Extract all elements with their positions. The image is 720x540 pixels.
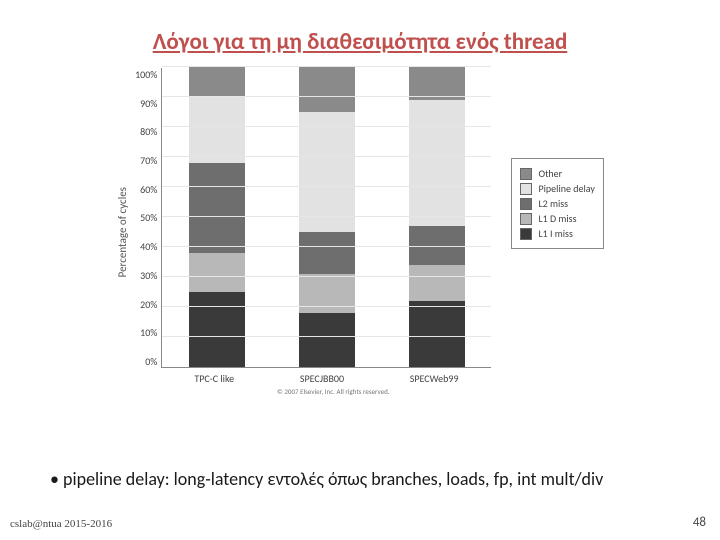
plot-row: 100% 90% 80% 70% 60% 50% 40% 30% 20% 10%… [135,68,491,368]
footer-left: cslab@ntua 2015-2016 [10,518,112,530]
y-axis-label: Percentage of cycles [116,187,129,277]
grid-line [162,276,491,277]
ytick: 10% [140,326,157,339]
bar-segment-pipeline [299,112,355,232]
bar [189,67,245,367]
grid-line [162,216,491,217]
chart-container: Percentage of cycles 100% 90% 80% 70% 60… [40,68,680,396]
plot-area [161,68,491,368]
bar-segment-l2 [299,232,355,274]
slide-number: 48 [693,515,706,530]
legend-label: Pipeline delay [538,182,594,195]
grid-line [162,246,491,247]
swatch-l2 [520,198,532,210]
legend-label: L1 D miss [538,212,576,225]
legend-label: L1 I miss [538,227,572,240]
chart-area: Percentage of cycles 100% 90% 80% 70% 60… [116,68,604,396]
legend-label: Other [538,167,562,180]
ytick: 80% [140,125,157,138]
ytick: 20% [140,298,157,311]
xtick: TPC-C like [194,372,234,385]
bar-segment-l1d [409,265,465,301]
ytick: 40% [140,240,157,253]
ytick: 70% [140,154,157,167]
grid-line [162,306,491,307]
x-ticks: TPC-C like SPECJBB00 SPECWeb99 [161,372,491,385]
bar-segment-pipeline [409,100,465,226]
ytick: 90% [140,97,157,110]
slide-title: Λόγοι για τη μη διαθεσιμότητα ενός threa… [40,28,680,56]
ytick: 30% [140,269,157,282]
chart-copyright: © 2007 Elsevier, Inc. All rights reserve… [175,387,491,396]
bar-segment-l1i [299,313,355,367]
bar-segment-l1i [409,301,465,367]
grid-line [162,186,491,187]
xtick: SPECJBB00 [300,372,344,385]
y-ticks: 100% 90% 80% 70% 60% 50% 40% 30% 20% 10%… [135,68,161,368]
legend-item-other: Other [520,167,594,180]
bullet-text: pipeline delay: long-latency εντολές όπω… [50,468,603,490]
bullet-item: pipeline delay: long-latency εντολές όπω… [50,468,680,490]
legend-item-pipeline: Pipeline delay [520,182,594,195]
grid-line [162,336,491,337]
bar-segment-other [189,67,245,97]
grid-line [162,156,491,157]
grid-line [162,66,491,67]
ytick: 100% [135,68,157,81]
swatch-other [520,168,532,180]
bar-segment-l1d [189,253,245,292]
bar [409,67,465,367]
bar [299,67,355,367]
swatch-l1d [520,213,532,225]
legend-label: L2 miss [538,197,568,210]
swatch-l1i [520,228,532,240]
legend-item-l1i: L1 I miss [520,227,594,240]
slide: Λόγοι για τη μη διαθεσιμότητα ενός threa… [0,0,720,540]
bar-segment-l1d [299,274,355,313]
bar-segment-l2 [189,163,245,253]
swatch-pipeline [520,183,532,195]
bar-segment-other [299,67,355,112]
grid-line [162,126,491,127]
legend-item-l2: L2 miss [520,197,594,210]
ytick: 50% [140,211,157,224]
ytick: 60% [140,183,157,196]
ytick: 0% [145,355,157,368]
grid-line [162,96,491,97]
plot-column: 100% 90% 80% 70% 60% 50% 40% 30% 20% 10%… [135,68,491,396]
bar-segment-l1i [189,292,245,367]
bar-segment-pipeline [189,97,245,163]
bars-container [162,68,491,367]
legend-item-l1d: L1 D miss [520,212,594,225]
xtick: SPECWeb99 [410,372,459,385]
legend: Other Pipeline delay L2 miss L1 D miss L… [511,158,603,249]
